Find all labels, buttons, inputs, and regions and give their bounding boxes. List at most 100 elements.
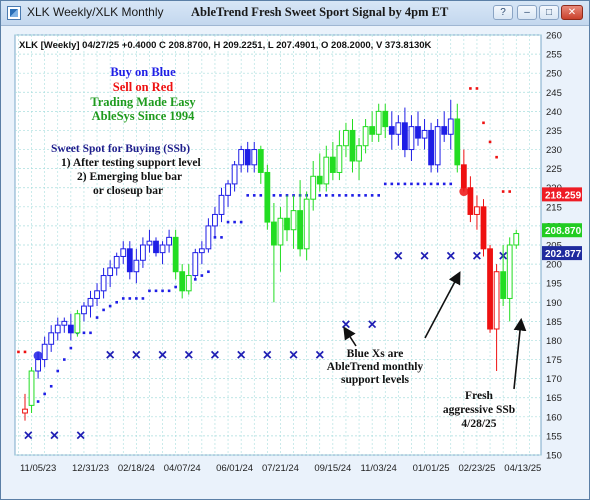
candle (284, 195, 290, 242)
trail-dot (469, 87, 472, 90)
y-tick-label: 205 (546, 241, 562, 252)
candle-body (408, 126, 415, 151)
y-tick-label: 175 (546, 355, 562, 366)
candle-body (349, 129, 356, 162)
price-label-box (542, 223, 582, 238)
candle (323, 145, 330, 192)
x-tick-label: 04/07/24 (164, 463, 201, 474)
candle-body (179, 271, 186, 292)
trail-dot (410, 182, 413, 186)
price-label: 208.870 (545, 226, 582, 237)
trail-dot (95, 316, 99, 319)
trail-dot (89, 331, 92, 335)
candle (343, 122, 349, 158)
candle-body (133, 259, 140, 273)
minimize-button[interactable]: – (517, 5, 537, 20)
candle (264, 164, 271, 230)
candle (140, 237, 146, 268)
candle-body (100, 275, 107, 292)
trail-dot (475, 87, 479, 90)
candle-body (395, 122, 402, 135)
trail-dot (370, 194, 374, 197)
x-tick-label: 09/15/24 (314, 463, 351, 474)
candle (81, 302, 87, 322)
trail-dot (23, 350, 27, 354)
candle (113, 252, 120, 276)
trail-dot (36, 400, 40, 403)
trail-dot (135, 297, 138, 300)
arrow-to-support-x (343, 326, 357, 347)
price-chart[interactable]: 1501551601651701751801851901952002052102… (9, 31, 587, 497)
candle (316, 153, 323, 192)
trail-dot (429, 182, 433, 186)
y-tick-label: 190 (546, 298, 562, 309)
maximize-button[interactable]: □ (539, 5, 559, 20)
candle (107, 260, 114, 287)
candle (146, 229, 153, 253)
candle (434, 119, 441, 173)
support-x-marker: × (341, 317, 350, 334)
candle-body (375, 110, 382, 135)
trail-dot (416, 182, 420, 186)
candle (395, 115, 402, 146)
trail-dot (357, 194, 361, 197)
candle-body (166, 236, 172, 246)
candle-body (28, 370, 35, 406)
chart-title: AbleTrend Fresh Sweet Sport Signal by 4p… (191, 5, 449, 19)
candle-body (329, 156, 336, 173)
candle-body (35, 359, 42, 372)
trail-dot (167, 289, 171, 293)
trail-dot (377, 194, 380, 197)
candle-body (441, 126, 448, 135)
close-button[interactable]: ✕ (561, 5, 583, 20)
trail-dot (108, 304, 112, 308)
candle-body (198, 248, 205, 254)
x-tick-label: 02/18/24 (118, 463, 155, 474)
candle-body (506, 244, 513, 299)
support-x-marker: × (446, 248, 455, 265)
trail-dot (325, 194, 328, 197)
candle (185, 264, 192, 295)
y-tick-label: 250 (546, 69, 562, 80)
candle (87, 290, 94, 318)
trail-dot (318, 194, 322, 197)
candle (192, 248, 199, 280)
candle (441, 111, 448, 142)
candle (28, 367, 35, 413)
x-tick-label: 11/03/24 (361, 463, 397, 474)
candle-body (81, 305, 87, 315)
candle (506, 237, 513, 322)
arrow-to-fresh-ssb (513, 317, 527, 390)
candle (22, 393, 28, 421)
candle-body (159, 244, 166, 254)
trail-dot (161, 289, 164, 293)
trail-dot (397, 182, 400, 186)
annotation-blue-x-line: Blue Xs are (347, 348, 404, 360)
support-x-marker: × (315, 347, 324, 364)
candle-body (126, 248, 133, 273)
candle (467, 176, 474, 223)
help-button[interactable]: ? (493, 5, 513, 20)
candle-body (480, 206, 487, 250)
title-bar[interactable]: XLK Weekly/XLK Monthly AbleTrend Fresh S… (1, 1, 589, 26)
support-x-marker: × (472, 248, 481, 265)
candle (225, 180, 231, 207)
candle-body (421, 129, 428, 139)
y-tick-label: 260 (546, 31, 562, 42)
candle-body (54, 324, 61, 334)
x-tick-label: 06/01/24 (216, 463, 253, 474)
candle-body (323, 156, 330, 185)
candle (41, 336, 48, 368)
candle-body (238, 149, 245, 166)
chart-area[interactable]: 1501551601651701751801851901952002052102… (9, 31, 587, 497)
y-tick-label: 225 (546, 164, 562, 175)
candle (244, 141, 251, 173)
y-tick-label: 165 (546, 393, 562, 404)
candle-body (290, 210, 297, 231)
trail-dot (141, 297, 145, 300)
candle (277, 206, 284, 272)
x-tick-label: 04/13/25 (504, 463, 541, 474)
candle-body (513, 233, 520, 246)
y-tick-label: 155 (546, 431, 562, 442)
trail-dot (351, 194, 354, 197)
